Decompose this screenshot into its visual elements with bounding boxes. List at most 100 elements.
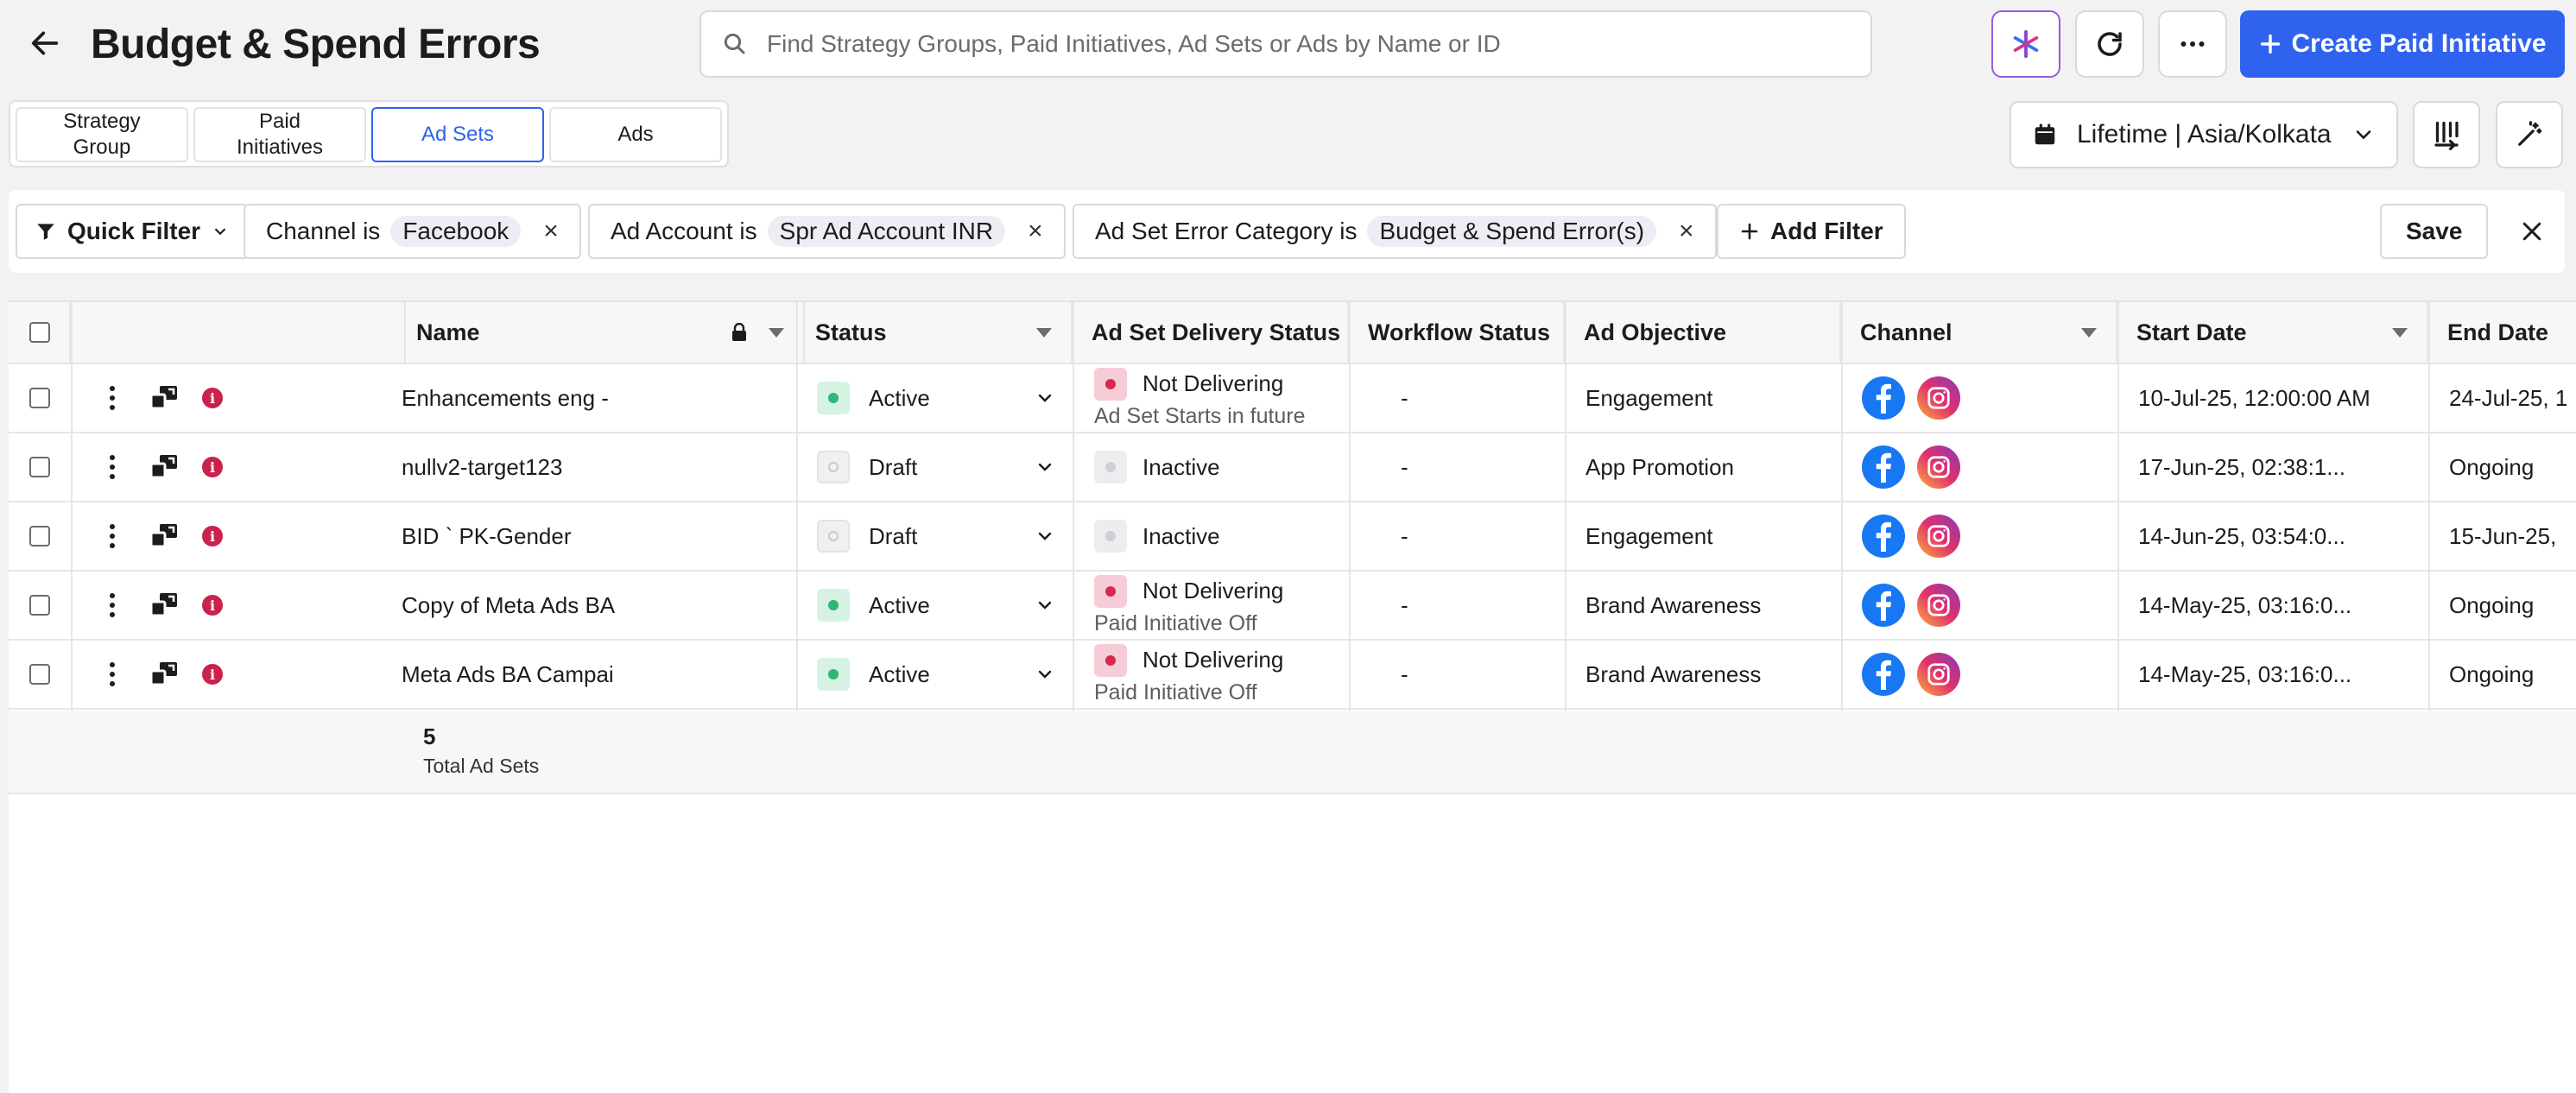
error-info-icon-cell: i [202,433,237,501]
sort-caret-icon[interactable] [1036,327,1052,338]
error-info-icon[interactable]: i [202,595,223,616]
save-filter-button[interactable]: Save [2380,204,2489,259]
chevron-down-icon[interactable] [1035,595,1055,616]
actions-header [71,302,406,363]
table-row[interactable]: i Enhancements eng - Active Not Deliveri… [9,364,2576,433]
table-row[interactable]: i BID ` PK-Gender Draft Inactive - Engag… [9,502,2576,572]
column-header-delivery[interactable]: Ad Set Delivery Status [1073,302,1349,363]
error-info-icon-cell: i [202,641,237,708]
ad-set-type-icon[interactable] [147,502,181,570]
select-all-checkbox[interactable] [29,322,50,343]
instagram-icon [1917,445,1960,489]
status-cell[interactable]: Active [817,572,1055,639]
row-menu-icon[interactable] [97,641,128,708]
facebook-icon [1862,515,1905,558]
refresh-button[interactable] [2075,10,2144,78]
ad-set-type-icon[interactable] [147,641,181,708]
tab-paid-initiatives[interactable]: Paid Initiatives [193,107,366,162]
row-menu-icon[interactable] [97,364,128,432]
more-horizontal-icon [2180,41,2205,47]
status-cell[interactable]: Active [817,364,1055,432]
error-info-icon[interactable]: i [202,526,223,546]
remove-filter-icon[interactable]: × [1679,217,1694,245]
ad-set-name[interactable]: nullv2-target123 [402,453,563,480]
error-info-icon[interactable]: i [202,388,223,408]
close-filter-button[interactable] [2511,211,2553,252]
column-header-name[interactable]: Name [397,302,805,363]
column-header-label: Start Date [2136,319,2247,345]
date-range-label: Lifetime | Asia/Kolkata [2077,120,2332,148]
filter-chip-error-category[interactable]: Ad Set Error Category is Budget & Spend … [1073,204,1717,259]
quick-filter-button[interactable]: Quick Filter [16,204,250,259]
column-header-end-date[interactable]: End Date [2447,319,2549,345]
date-range-select[interactable]: Lifetime | Asia/Kolkata [2010,101,2398,168]
error-info-icon[interactable]: i [202,664,223,685]
filter-chip-channel[interactable]: Channel is Facebook × [244,204,581,259]
chevron-down-icon[interactable] [1035,526,1055,546]
column-header-objective[interactable]: Ad Objective [1565,302,1841,363]
table-row[interactable]: i Copy of Meta Ads BA Active Not Deliver… [9,572,2576,641]
more-options-button[interactable] [2158,10,2227,78]
status-indicator-icon [817,520,850,553]
delivery-indicator-icon [1094,574,1127,608]
ai-assistant-button[interactable] [1991,10,2060,78]
tab-ad-sets[interactable]: Ad Sets [371,107,544,162]
ad-set-name[interactable]: Enhancements eng - [402,384,609,411]
row-checkbox[interactable] [29,388,50,408]
start-date: 14-Jun-25, 03:54:0... [2138,522,2345,549]
magic-wand-button[interactable] [2496,101,2563,168]
end-date: Ongoing [2449,660,2535,687]
chevron-down-icon[interactable] [1035,664,1055,685]
column-header-workflow[interactable]: Workflow Status [1349,302,1565,363]
sort-caret-icon[interactable] [769,327,784,338]
sort-caret-icon[interactable] [2392,327,2408,338]
column-settings-button[interactable] [2413,101,2480,168]
tab-strategy-group[interactable]: Strategy Group [16,107,188,162]
add-filter-button[interactable]: Add Filter [1717,204,1906,259]
filter-field: Ad Account is [611,218,757,244]
row-menu-icon[interactable] [97,572,128,639]
row-menu-icon[interactable] [97,433,128,501]
ad-set-type-icon[interactable] [147,572,181,639]
row-checkbox[interactable] [29,457,50,477]
search-input[interactable] [767,30,1803,58]
status-label: Draft [869,453,918,480]
ad-objective: Brand Awareness [1585,660,1762,687]
status-cell[interactable]: Draft [817,502,1055,570]
chevron-down-icon[interactable] [1035,388,1055,408]
facebook-icon [1862,584,1905,627]
ad-set-name[interactable]: Meta Ads BA Campai [402,660,614,687]
column-header-status[interactable]: Status [796,302,1073,363]
remove-filter-icon[interactable]: × [1028,217,1043,245]
table-row[interactable]: i Meta Ads BA Campai Active Not Deliveri… [9,641,2576,710]
remove-filter-icon[interactable]: × [543,217,559,245]
column-header-start-date[interactable]: Start Date [2117,302,2428,363]
delivery-status-label: Not Delivering [1142,370,1284,396]
column-header-label: Status [815,319,887,345]
sort-caret-icon[interactable] [2081,327,2097,338]
column-header-channel[interactable]: Channel [1841,302,2117,363]
back-button[interactable] [21,19,69,67]
close-icon [2522,222,2541,241]
search-bar[interactable] [699,10,1872,78]
row-checkbox[interactable] [29,595,50,616]
calendar-icon [2035,123,2055,145]
chevron-down-icon[interactable] [1035,457,1055,477]
ad-set-name[interactable]: BID ` PK-Gender [402,522,572,549]
table-row[interactable]: i nullv2-target123 Draft Inactive - App … [9,433,2576,502]
ad-set-type-icon[interactable] [147,433,181,501]
error-info-icon[interactable]: i [202,457,223,477]
channel-cell [1862,433,2035,501]
tab-ads[interactable]: Ads [549,107,722,162]
total-count: 5 [423,723,436,749]
status-cell[interactable]: Active [817,641,1055,708]
ad-set-type-icon[interactable] [147,364,181,432]
create-paid-initiative-button[interactable]: Create Paid Initiative [2240,10,2565,78]
filter-chip-ad-account[interactable]: Ad Account is Spr Ad Account INR × [588,204,1066,259]
row-menu-icon[interactable] [97,502,128,570]
row-checkbox[interactable] [29,526,50,546]
ad-set-name[interactable]: Copy of Meta Ads BA [402,591,616,618]
status-cell[interactable]: Draft [817,433,1055,501]
status-indicator-icon [817,589,850,622]
row-checkbox[interactable] [29,664,50,685]
